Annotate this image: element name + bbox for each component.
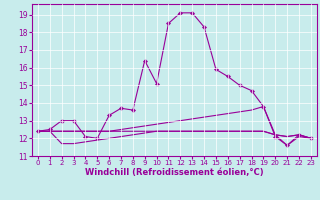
X-axis label: Windchill (Refroidissement éolien,°C): Windchill (Refroidissement éolien,°C) — [85, 168, 264, 177]
